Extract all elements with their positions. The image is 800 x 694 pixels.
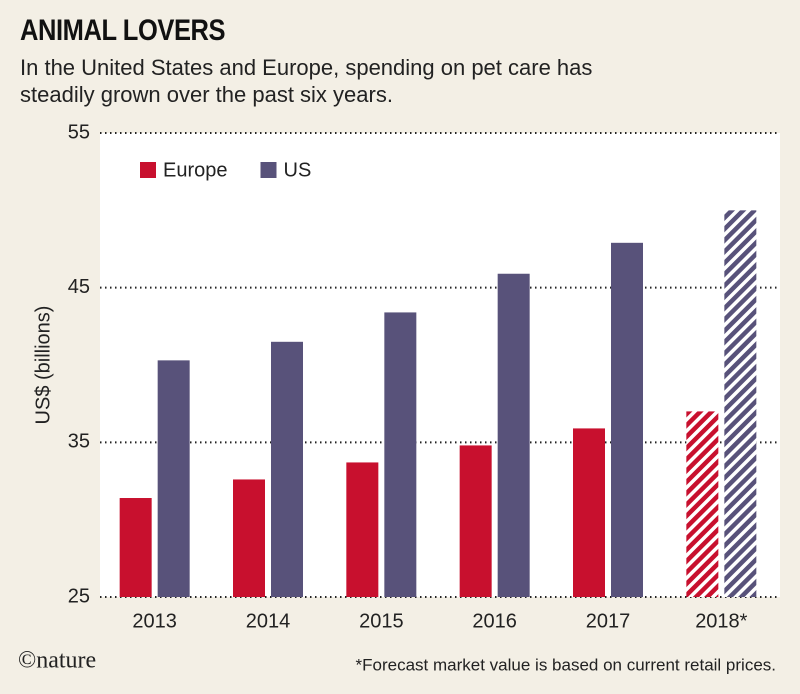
source-logo: ©nature	[18, 648, 96, 674]
chart-title: ANIMAL LOVERS	[20, 14, 226, 47]
bar	[686, 411, 719, 597]
bar	[346, 462, 379, 597]
bar	[271, 341, 303, 597]
y-tick-label: 55	[68, 121, 90, 143]
bar	[573, 428, 605, 597]
x-tick-label: 2014	[246, 610, 291, 632]
x-tick-label: 2017	[586, 610, 631, 632]
y-axis-label: US$ (billions)	[32, 306, 54, 425]
legend-swatch	[260, 162, 277, 178]
x-tick-label: 2018*	[695, 610, 747, 632]
legend-swatch	[140, 162, 156, 178]
x-tick-label: 2015	[359, 610, 404, 632]
bar	[233, 479, 265, 597]
y-tick-label: 45	[68, 276, 90, 298]
bar	[497, 273, 530, 597]
y-tick-label: 35	[68, 431, 90, 453]
chart-subtitle: In the United States and Europe, spendin…	[20, 55, 593, 107]
bar	[459, 445, 492, 597]
bar	[384, 312, 417, 597]
bar	[611, 242, 643, 597]
bar	[157, 360, 190, 597]
bar	[724, 210, 757, 598]
footnote: *Forecast market value is based on curre…	[356, 655, 776, 674]
x-tick-label: 2016	[472, 610, 517, 632]
plot-area	[100, 133, 780, 597]
legend-label: Europe	[163, 159, 228, 181]
y-tick-label: 25	[68, 585, 90, 607]
legend-label: US	[284, 159, 312, 181]
bar	[119, 498, 152, 597]
x-tick-label: 2013	[132, 610, 177, 632]
